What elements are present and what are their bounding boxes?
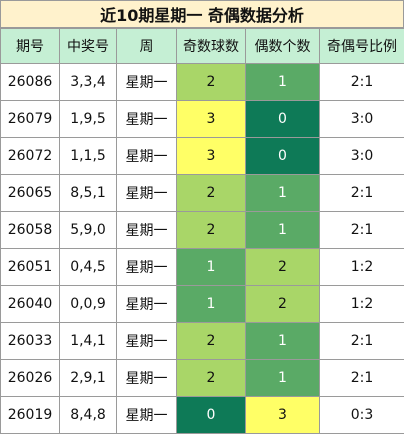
ratio-cell: 2:1: [320, 175, 404, 212]
weekday-cell: 星期一: [117, 397, 177, 434]
header-even-count: 偶数个数: [246, 29, 320, 64]
numbers-cell: 5,9,0: [60, 212, 117, 249]
ratio-cell: 3:0: [320, 101, 404, 138]
header-odd-count: 奇数球数: [177, 29, 246, 64]
header-ratio: 奇偶号比例: [320, 29, 404, 64]
odd-count-cell: 2: [177, 360, 246, 397]
header-row: 期号 中奖号 周 奇数球数 偶数个数 奇偶号比例: [1, 29, 404, 64]
odd-count-cell: 1: [177, 286, 246, 323]
numbers-cell: 3,3,4: [60, 64, 117, 101]
table-title: 近10期星期一 奇偶数据分析: [0, 0, 404, 28]
numbers-cell: 1,4,1: [60, 323, 117, 360]
ratio-cell: 3:0: [320, 138, 404, 175]
numbers-cell: 8,5,1: [60, 175, 117, 212]
odd-count-cell: 2: [177, 64, 246, 101]
numbers-cell: 0,0,9: [60, 286, 117, 323]
odd-count-cell: 2: [177, 323, 246, 360]
ratio-cell: 2:1: [320, 212, 404, 249]
even-count-cell: 1: [246, 64, 320, 101]
issue-cell: 26033: [1, 323, 60, 360]
ratio-cell: 1:2: [320, 286, 404, 323]
numbers-cell: 8,4,8: [60, 397, 117, 434]
weekday-cell: 星期一: [117, 360, 177, 397]
even-count-cell: 0: [246, 101, 320, 138]
weekday-cell: 星期一: [117, 138, 177, 175]
ratio-cell: 1:2: [320, 249, 404, 286]
issue-cell: 26026: [1, 360, 60, 397]
issue-cell: 26079: [1, 101, 60, 138]
ratio-cell: 2:1: [320, 323, 404, 360]
even-count-cell: 1: [246, 323, 320, 360]
numbers-cell: 1,9,5: [60, 101, 117, 138]
weekday-cell: 星期一: [117, 286, 177, 323]
issue-cell: 26072: [1, 138, 60, 175]
weekday-cell: 星期一: [117, 101, 177, 138]
numbers-cell: 2,9,1: [60, 360, 117, 397]
issue-cell: 26040: [1, 286, 60, 323]
weekday-cell: 星期一: [117, 175, 177, 212]
even-count-cell: 0: [246, 138, 320, 175]
even-count-cell: 2: [246, 249, 320, 286]
numbers-cell: 0,4,5: [60, 249, 117, 286]
ratio-cell: 0:3: [320, 397, 404, 434]
even-count-cell: 1: [246, 212, 320, 249]
odd-count-cell: 2: [177, 175, 246, 212]
header-issue: 期号: [1, 29, 60, 64]
odd-count-cell: 1: [177, 249, 246, 286]
even-count-cell: 2: [246, 286, 320, 323]
odd-count-cell: 2: [177, 212, 246, 249]
issue-cell: 26051: [1, 249, 60, 286]
header-weekday: 周: [117, 29, 177, 64]
weekday-cell: 星期一: [117, 212, 177, 249]
weekday-cell: 星期一: [117, 64, 177, 101]
issue-cell: 26058: [1, 212, 60, 249]
issue-cell: 26019: [1, 397, 60, 434]
even-count-cell: 1: [246, 175, 320, 212]
even-count-cell: 3: [246, 397, 320, 434]
weekday-cell: 星期一: [117, 323, 177, 360]
ratio-cell: 2:1: [320, 64, 404, 101]
header-numbers: 中奖号: [60, 29, 117, 64]
issue-cell: 26086: [1, 64, 60, 101]
odd-count-cell: 3: [177, 101, 246, 138]
weekday-cell: 星期一: [117, 249, 177, 286]
ratio-cell: 2:1: [320, 360, 404, 397]
issue-cell: 26065: [1, 175, 60, 212]
odd-count-cell: 0: [177, 397, 246, 434]
odd-count-cell: 3: [177, 138, 246, 175]
even-count-cell: 1: [246, 360, 320, 397]
numbers-cell: 1,1,5: [60, 138, 117, 175]
